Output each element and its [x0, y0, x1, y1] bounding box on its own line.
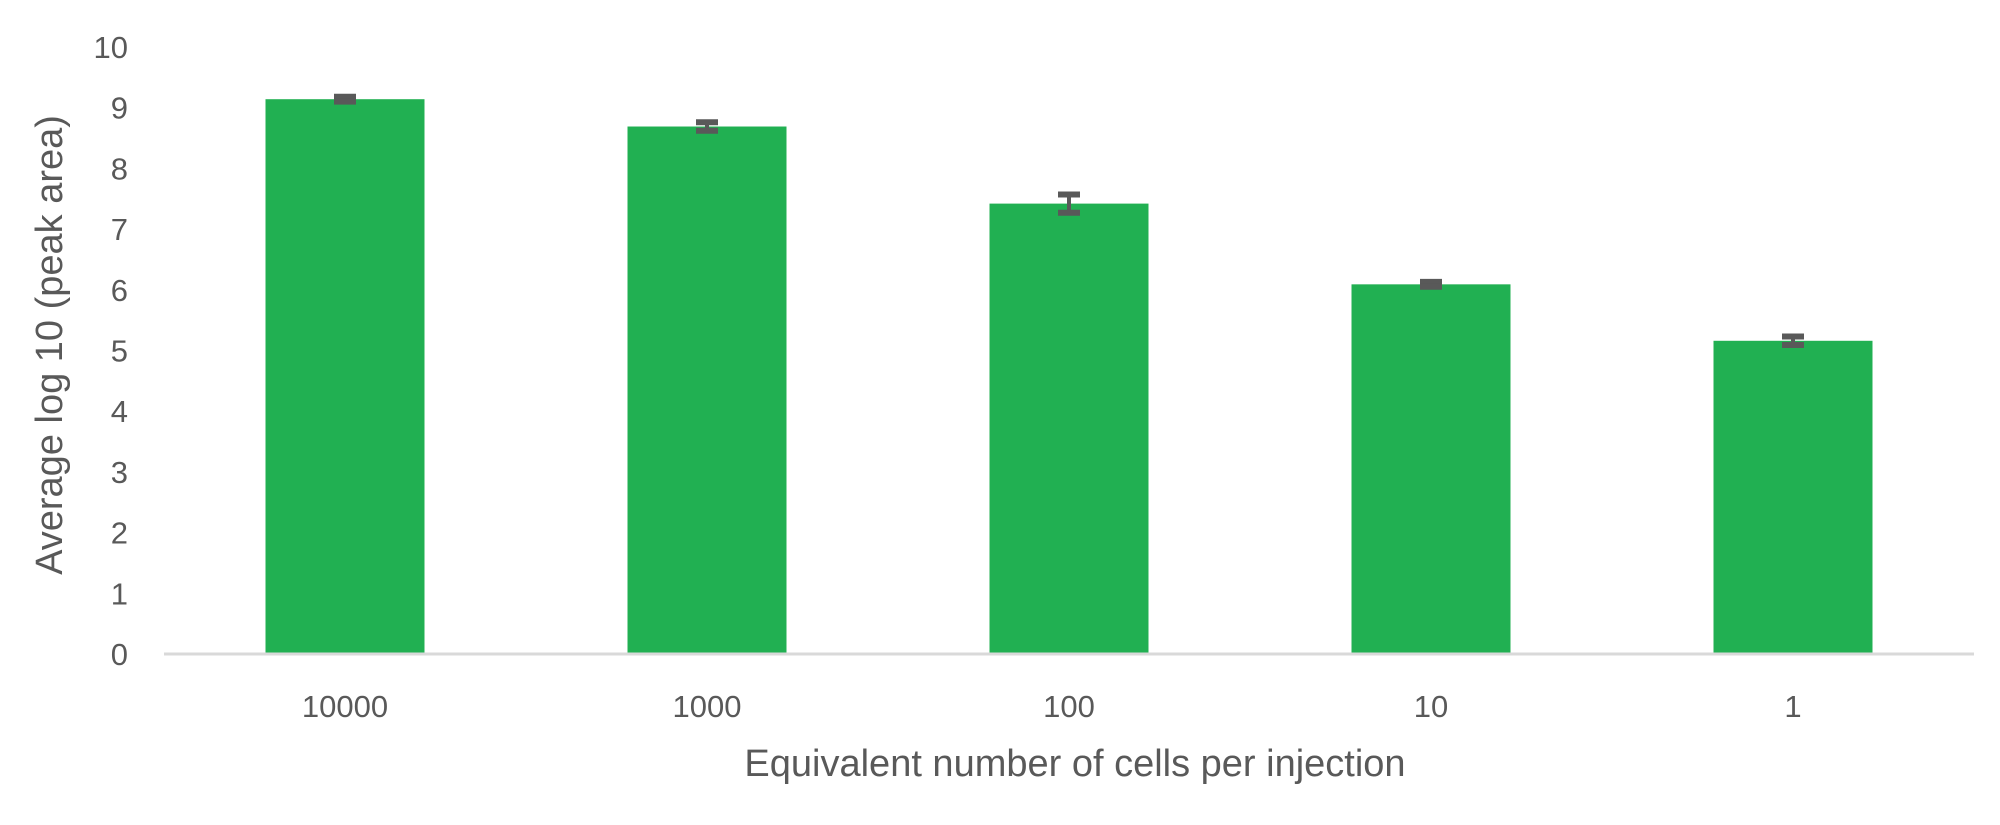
- error-bars: [334, 93, 1804, 349]
- x-tick-label: 10: [1414, 689, 1448, 724]
- error-bar-1: [1782, 333, 1804, 349]
- y-tick-labels: 0 1 2 3 4 5 6 7 8 9 10: [94, 30, 128, 672]
- y-tick-label: 9: [111, 91, 128, 126]
- error-bar-1000: [696, 119, 718, 134]
- y-tick-label: 6: [111, 273, 128, 308]
- x-axis-title: Equivalent number of cells per injection: [744, 743, 1405, 785]
- x-tick-label: 10000: [302, 689, 388, 724]
- y-tick-label: 3: [111, 455, 128, 490]
- y-tick-label: 2: [111, 516, 128, 551]
- y-tick-label: 7: [111, 212, 128, 247]
- x-tick-label: 1: [1784, 689, 1801, 724]
- y-tick-label: 8: [111, 151, 128, 186]
- error-bar-10000: [334, 93, 356, 105]
- bar-1: [1713, 340, 1873, 654]
- x-tick-label: 1000: [673, 689, 742, 724]
- y-tick-label: 5: [111, 334, 128, 369]
- y-tick-label: 10: [94, 30, 128, 65]
- bar-10: [1351, 284, 1511, 654]
- bars: [265, 99, 1873, 655]
- x-tick-labels: 10000 1000 100 10 1: [302, 689, 1802, 724]
- bar-1000: [627, 126, 787, 655]
- y-tick-label: 4: [111, 394, 128, 429]
- bar-10000: [265, 99, 425, 654]
- y-tick-label: 0: [111, 637, 128, 672]
- bar-100: [989, 203, 1149, 654]
- x-tick-label: 100: [1043, 689, 1095, 724]
- error-bar-10: [1420, 278, 1442, 290]
- y-axis-title: Average log 10 (peak area): [29, 115, 71, 575]
- error-bar-100: [1058, 191, 1080, 216]
- y-tick-label: 1: [111, 576, 128, 611]
